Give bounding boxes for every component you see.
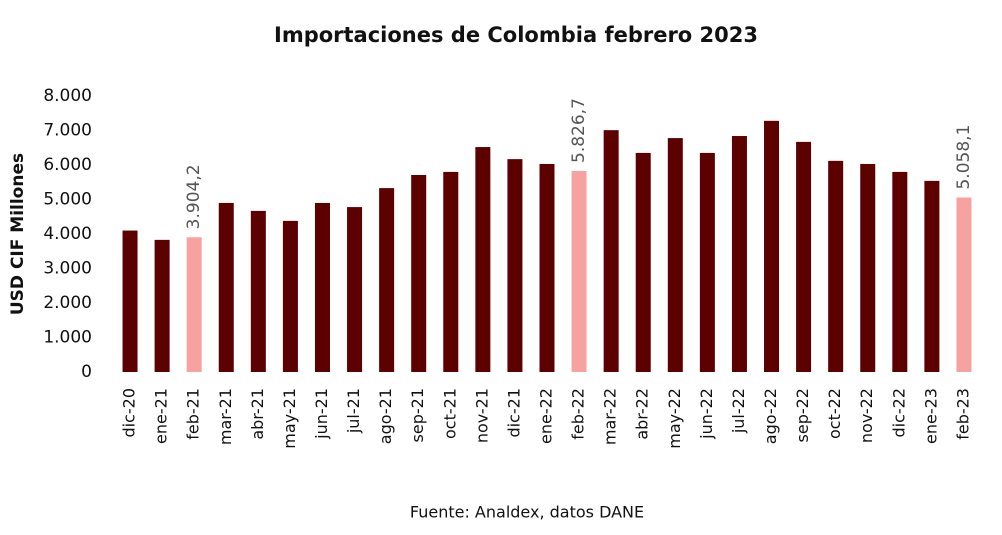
bar — [507, 159, 523, 372]
bar — [282, 220, 298, 372]
bar — [411, 175, 427, 372]
bar — [667, 138, 683, 372]
bar — [314, 202, 330, 372]
bar — [379, 188, 395, 372]
y-tick-label: 0 — [81, 362, 92, 382]
x-tick-label: jul-22 — [729, 388, 748, 434]
bar — [571, 170, 587, 372]
value-label: 3.904,2 — [184, 164, 204, 229]
bar — [250, 210, 266, 372]
x-tick-label: jul-21 — [344, 388, 363, 434]
y-tick-label: 7.000 — [43, 121, 92, 141]
bar — [828, 160, 844, 372]
x-tick-label: ago-22 — [761, 388, 780, 444]
y-tick-label: 6.000 — [43, 155, 92, 175]
x-tick-label: sep-22 — [793, 388, 812, 442]
y-tick-label: 3.000 — [43, 259, 92, 279]
bar — [218, 202, 234, 372]
bar — [796, 141, 812, 372]
x-tick-label: ene-23 — [921, 388, 940, 444]
bar — [603, 130, 619, 372]
bar — [956, 197, 972, 372]
y-tick-label: 5.000 — [43, 190, 92, 210]
value-label: 5.826,7 — [569, 98, 589, 163]
source-note: Fuente: Analdex, datos DANE — [410, 503, 644, 522]
bar — [443, 171, 459, 372]
x-tick-label: mar-21 — [216, 388, 235, 445]
bar — [475, 147, 491, 372]
y-tick-label: 8.000 — [43, 86, 92, 106]
x-tick-label: mar-22 — [601, 388, 620, 445]
value-label: 5.058,1 — [954, 125, 974, 190]
bar — [764, 120, 780, 372]
x-tick-label: dic-21 — [504, 388, 523, 438]
bar — [347, 207, 363, 372]
y-tick-label: 2.000 — [43, 293, 92, 313]
x-tick-label: nov-21 — [472, 388, 491, 443]
x-tick-label: ene-21 — [152, 388, 171, 444]
x-tick-label: feb-22 — [569, 388, 588, 440]
bar — [924, 180, 940, 372]
x-tick-label: feb-21 — [184, 388, 203, 440]
x-tick-label: dic-20 — [120, 388, 139, 438]
x-tick-label: jun-22 — [697, 388, 716, 440]
x-tick-label: dic-22 — [889, 388, 908, 438]
x-tick-label: nov-22 — [857, 388, 876, 443]
x-tick-label: sep-21 — [408, 388, 427, 442]
x-tick-label: may-21 — [280, 388, 299, 449]
y-tick-label: 1.000 — [43, 328, 92, 348]
x-tick-label: ene-22 — [537, 388, 556, 444]
x-tick-label: oct-22 — [825, 388, 844, 439]
chart-title: Importaciones de Colombia febrero 2023 — [274, 23, 758, 47]
y-axis-label: USD CIF Millones — [8, 153, 28, 315]
x-tick-label: ago-21 — [376, 388, 395, 444]
bar — [154, 239, 170, 372]
bar — [731, 136, 747, 372]
x-tick-label: may-22 — [665, 388, 684, 449]
y-tick-label: 4.000 — [43, 224, 92, 244]
x-tick-label: feb-23 — [953, 388, 972, 440]
bar — [122, 230, 138, 372]
x-tick-label: abr-21 — [248, 388, 267, 440]
bar — [892, 171, 908, 372]
bar — [635, 152, 651, 372]
x-tick-label: jun-21 — [312, 388, 331, 440]
bar — [539, 163, 555, 372]
bar — [186, 237, 202, 372]
x-tick-label: abr-22 — [633, 388, 652, 440]
bar — [699, 152, 715, 372]
bar — [860, 163, 876, 372]
x-tick-label: oct-21 — [440, 388, 459, 439]
